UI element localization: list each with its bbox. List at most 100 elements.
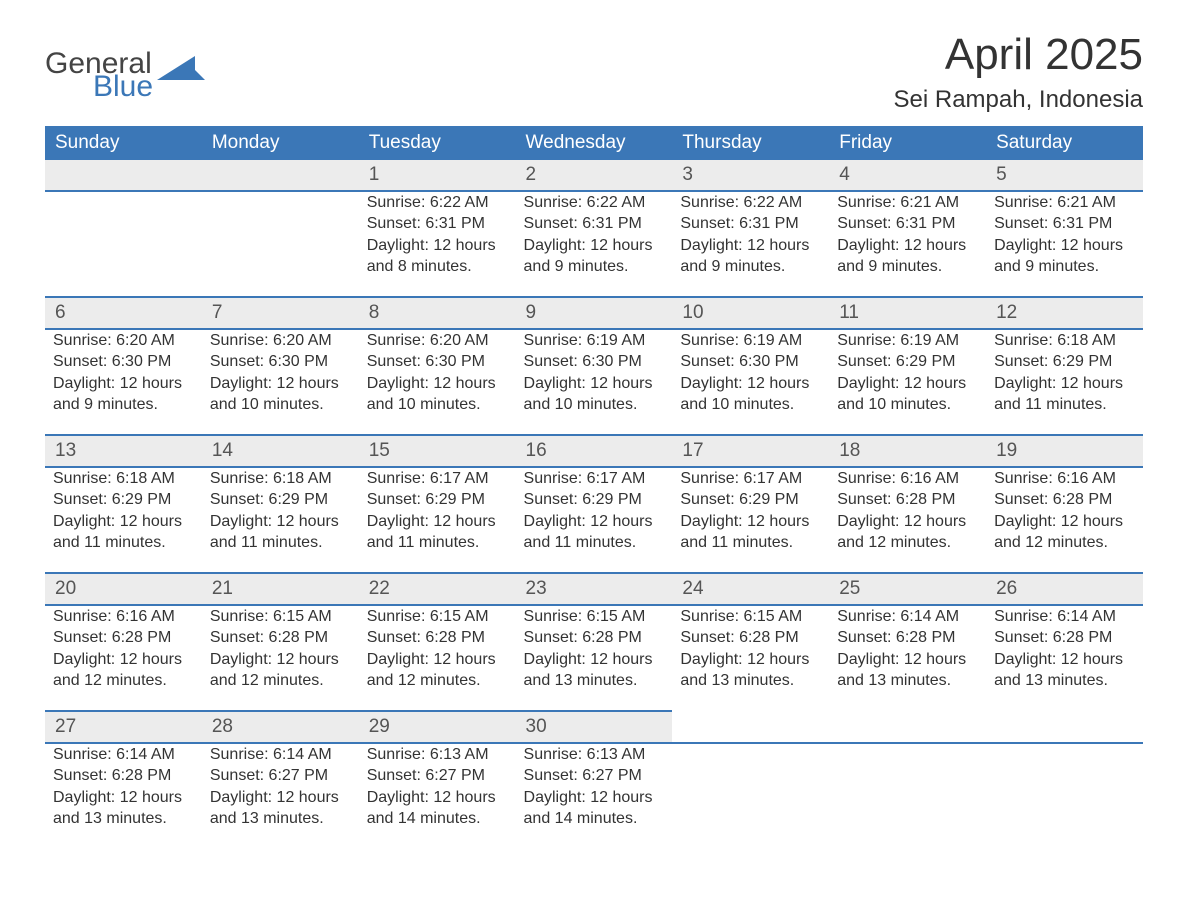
sunset-text: Sunset: 6:31 PM — [680, 213, 821, 235]
day-number-cell: 20 — [45, 573, 202, 605]
day-detail-cell: Sunrise: 6:14 AMSunset: 6:28 PMDaylight:… — [986, 605, 1143, 711]
day-number-cell: 14 — [202, 435, 359, 467]
day-detail-cell: Sunrise: 6:22 AMSunset: 6:31 PMDaylight:… — [359, 191, 516, 297]
day-detail-cell: Sunrise: 6:17 AMSunset: 6:29 PMDaylight:… — [359, 467, 516, 573]
day-detail-cell: Sunrise: 6:17 AMSunset: 6:29 PMDaylight:… — [516, 467, 673, 573]
sunrise-text: Sunrise: 6:20 AM — [210, 330, 351, 352]
daylight-text: Daylight: 12 hours and 11 minutes. — [210, 511, 351, 554]
sunrise-text: Sunrise: 6:21 AM — [837, 192, 978, 214]
day-number-cell: 7 — [202, 297, 359, 329]
daylight-text: Daylight: 12 hours and 10 minutes. — [367, 373, 508, 416]
sunset-text: Sunset: 6:28 PM — [994, 489, 1135, 511]
day-detail-cell: Sunrise: 6:15 AMSunset: 6:28 PMDaylight:… — [516, 605, 673, 711]
day-detail-cell: Sunrise: 6:18 AMSunset: 6:29 PMDaylight:… — [202, 467, 359, 573]
daylight-text: Daylight: 12 hours and 10 minutes. — [524, 373, 665, 416]
daylight-text: Daylight: 12 hours and 12 minutes. — [367, 649, 508, 692]
day-number-cell: 30 — [516, 711, 673, 743]
day-number-cell: 10 — [672, 297, 829, 329]
sunset-text: Sunset: 6:28 PM — [524, 627, 665, 649]
day-detail-cell: Sunrise: 6:18 AMSunset: 6:29 PMDaylight:… — [45, 467, 202, 573]
sunset-text: Sunset: 6:28 PM — [680, 627, 821, 649]
sunrise-text: Sunrise: 6:15 AM — [524, 606, 665, 628]
day-detail-cell — [986, 743, 1143, 848]
day-number-cell: 5 — [986, 160, 1143, 191]
day-detail-cell: Sunrise: 6:21 AMSunset: 6:31 PMDaylight:… — [829, 191, 986, 297]
day-number-cell — [202, 160, 359, 191]
sunset-text: Sunset: 6:28 PM — [837, 627, 978, 649]
day-number-cell: 6 — [45, 297, 202, 329]
day-number-cell: 12 — [986, 297, 1143, 329]
day-detail-cell: Sunrise: 6:19 AMSunset: 6:30 PMDaylight:… — [516, 329, 673, 435]
weekday-header: Sunday — [45, 126, 202, 160]
sunset-text: Sunset: 6:29 PM — [210, 489, 351, 511]
sunset-text: Sunset: 6:31 PM — [994, 213, 1135, 235]
daylight-text: Daylight: 12 hours and 9 minutes. — [837, 235, 978, 278]
sunrise-text: Sunrise: 6:19 AM — [680, 330, 821, 352]
daylight-text: Daylight: 12 hours and 12 minutes. — [837, 511, 978, 554]
calendar-header: SundayMondayTuesdayWednesdayThursdayFrid… — [45, 126, 1143, 160]
day-detail-cell: Sunrise: 6:15 AMSunset: 6:28 PMDaylight:… — [202, 605, 359, 711]
sunset-text: Sunset: 6:28 PM — [210, 627, 351, 649]
sunrise-text: Sunrise: 6:15 AM — [680, 606, 821, 628]
daylight-text: Daylight: 12 hours and 10 minutes. — [210, 373, 351, 416]
sunset-text: Sunset: 6:28 PM — [53, 627, 194, 649]
daylight-text: Daylight: 12 hours and 10 minutes. — [837, 373, 978, 416]
sunrise-text: Sunrise: 6:18 AM — [210, 468, 351, 490]
weekday-header: Friday — [829, 126, 986, 160]
day-detail-cell: Sunrise: 6:22 AMSunset: 6:31 PMDaylight:… — [516, 191, 673, 297]
sunset-text: Sunset: 6:30 PM — [524, 351, 665, 373]
day-detail-cell: Sunrise: 6:14 AMSunset: 6:27 PMDaylight:… — [202, 743, 359, 848]
sunrise-text: Sunrise: 6:17 AM — [367, 468, 508, 490]
daylight-text: Daylight: 12 hours and 14 minutes. — [367, 787, 508, 830]
day-number-cell: 1 — [359, 160, 516, 191]
sunrise-text: Sunrise: 6:16 AM — [837, 468, 978, 490]
day-number-cell: 4 — [829, 160, 986, 191]
daylight-text: Daylight: 12 hours and 13 minutes. — [680, 649, 821, 692]
day-detail-cell: Sunrise: 6:14 AMSunset: 6:28 PMDaylight:… — [829, 605, 986, 711]
sunset-text: Sunset: 6:30 PM — [680, 351, 821, 373]
sunrise-text: Sunrise: 6:13 AM — [367, 744, 508, 766]
sunset-text: Sunset: 6:27 PM — [210, 765, 351, 787]
day-detail-cell: Sunrise: 6:19 AMSunset: 6:30 PMDaylight:… — [672, 329, 829, 435]
sunset-text: Sunset: 6:31 PM — [524, 213, 665, 235]
day-detail-cell: Sunrise: 6:18 AMSunset: 6:29 PMDaylight:… — [986, 329, 1143, 435]
title-block: April 2025 Sei Rampah, Indonesia — [894, 30, 1144, 114]
day-number-cell: 24 — [672, 573, 829, 605]
month-title: April 2025 — [894, 30, 1144, 80]
day-detail-cell: Sunrise: 6:14 AMSunset: 6:28 PMDaylight:… — [45, 743, 202, 848]
sunrise-text: Sunrise: 6:22 AM — [680, 192, 821, 214]
daylight-text: Daylight: 12 hours and 13 minutes. — [210, 787, 351, 830]
sunrise-text: Sunrise: 6:14 AM — [210, 744, 351, 766]
daylight-text: Daylight: 12 hours and 13 minutes. — [837, 649, 978, 692]
day-number-cell: 13 — [45, 435, 202, 467]
day-number-cell: 19 — [986, 435, 1143, 467]
day-detail-cell: Sunrise: 6:20 AMSunset: 6:30 PMDaylight:… — [359, 329, 516, 435]
location-label: Sei Rampah, Indonesia — [894, 86, 1144, 114]
day-number-cell: 25 — [829, 573, 986, 605]
sunrise-text: Sunrise: 6:16 AM — [53, 606, 194, 628]
day-detail-cell: Sunrise: 6:19 AMSunset: 6:29 PMDaylight:… — [829, 329, 986, 435]
sunset-text: Sunset: 6:29 PM — [680, 489, 821, 511]
weekday-header: Saturday — [986, 126, 1143, 160]
day-detail-cell: Sunrise: 6:16 AMSunset: 6:28 PMDaylight:… — [829, 467, 986, 573]
daylight-text: Daylight: 12 hours and 11 minutes. — [53, 511, 194, 554]
daylight-text: Daylight: 12 hours and 9 minutes. — [524, 235, 665, 278]
day-number-cell — [672, 711, 829, 743]
page-header: General Blue April 2025 Sei Rampah, Indo… — [45, 30, 1143, 114]
day-detail-cell: Sunrise: 6:20 AMSunset: 6:30 PMDaylight:… — [45, 329, 202, 435]
day-detail-cell: Sunrise: 6:16 AMSunset: 6:28 PMDaylight:… — [45, 605, 202, 711]
daylight-text: Daylight: 12 hours and 8 minutes. — [367, 235, 508, 278]
sunset-text: Sunset: 6:29 PM — [53, 489, 194, 511]
weekday-header: Tuesday — [359, 126, 516, 160]
day-number-cell: 15 — [359, 435, 516, 467]
logo-text: General Blue — [45, 50, 153, 101]
sunset-text: Sunset: 6:27 PM — [524, 765, 665, 787]
sunrise-text: Sunrise: 6:16 AM — [994, 468, 1135, 490]
daylight-text: Daylight: 12 hours and 11 minutes. — [367, 511, 508, 554]
sunset-text: Sunset: 6:29 PM — [837, 351, 978, 373]
sunset-text: Sunset: 6:29 PM — [367, 489, 508, 511]
day-number-cell: 3 — [672, 160, 829, 191]
day-number-cell: 18 — [829, 435, 986, 467]
daylight-text: Daylight: 12 hours and 9 minutes. — [994, 235, 1135, 278]
daylight-text: Daylight: 12 hours and 13 minutes. — [994, 649, 1135, 692]
